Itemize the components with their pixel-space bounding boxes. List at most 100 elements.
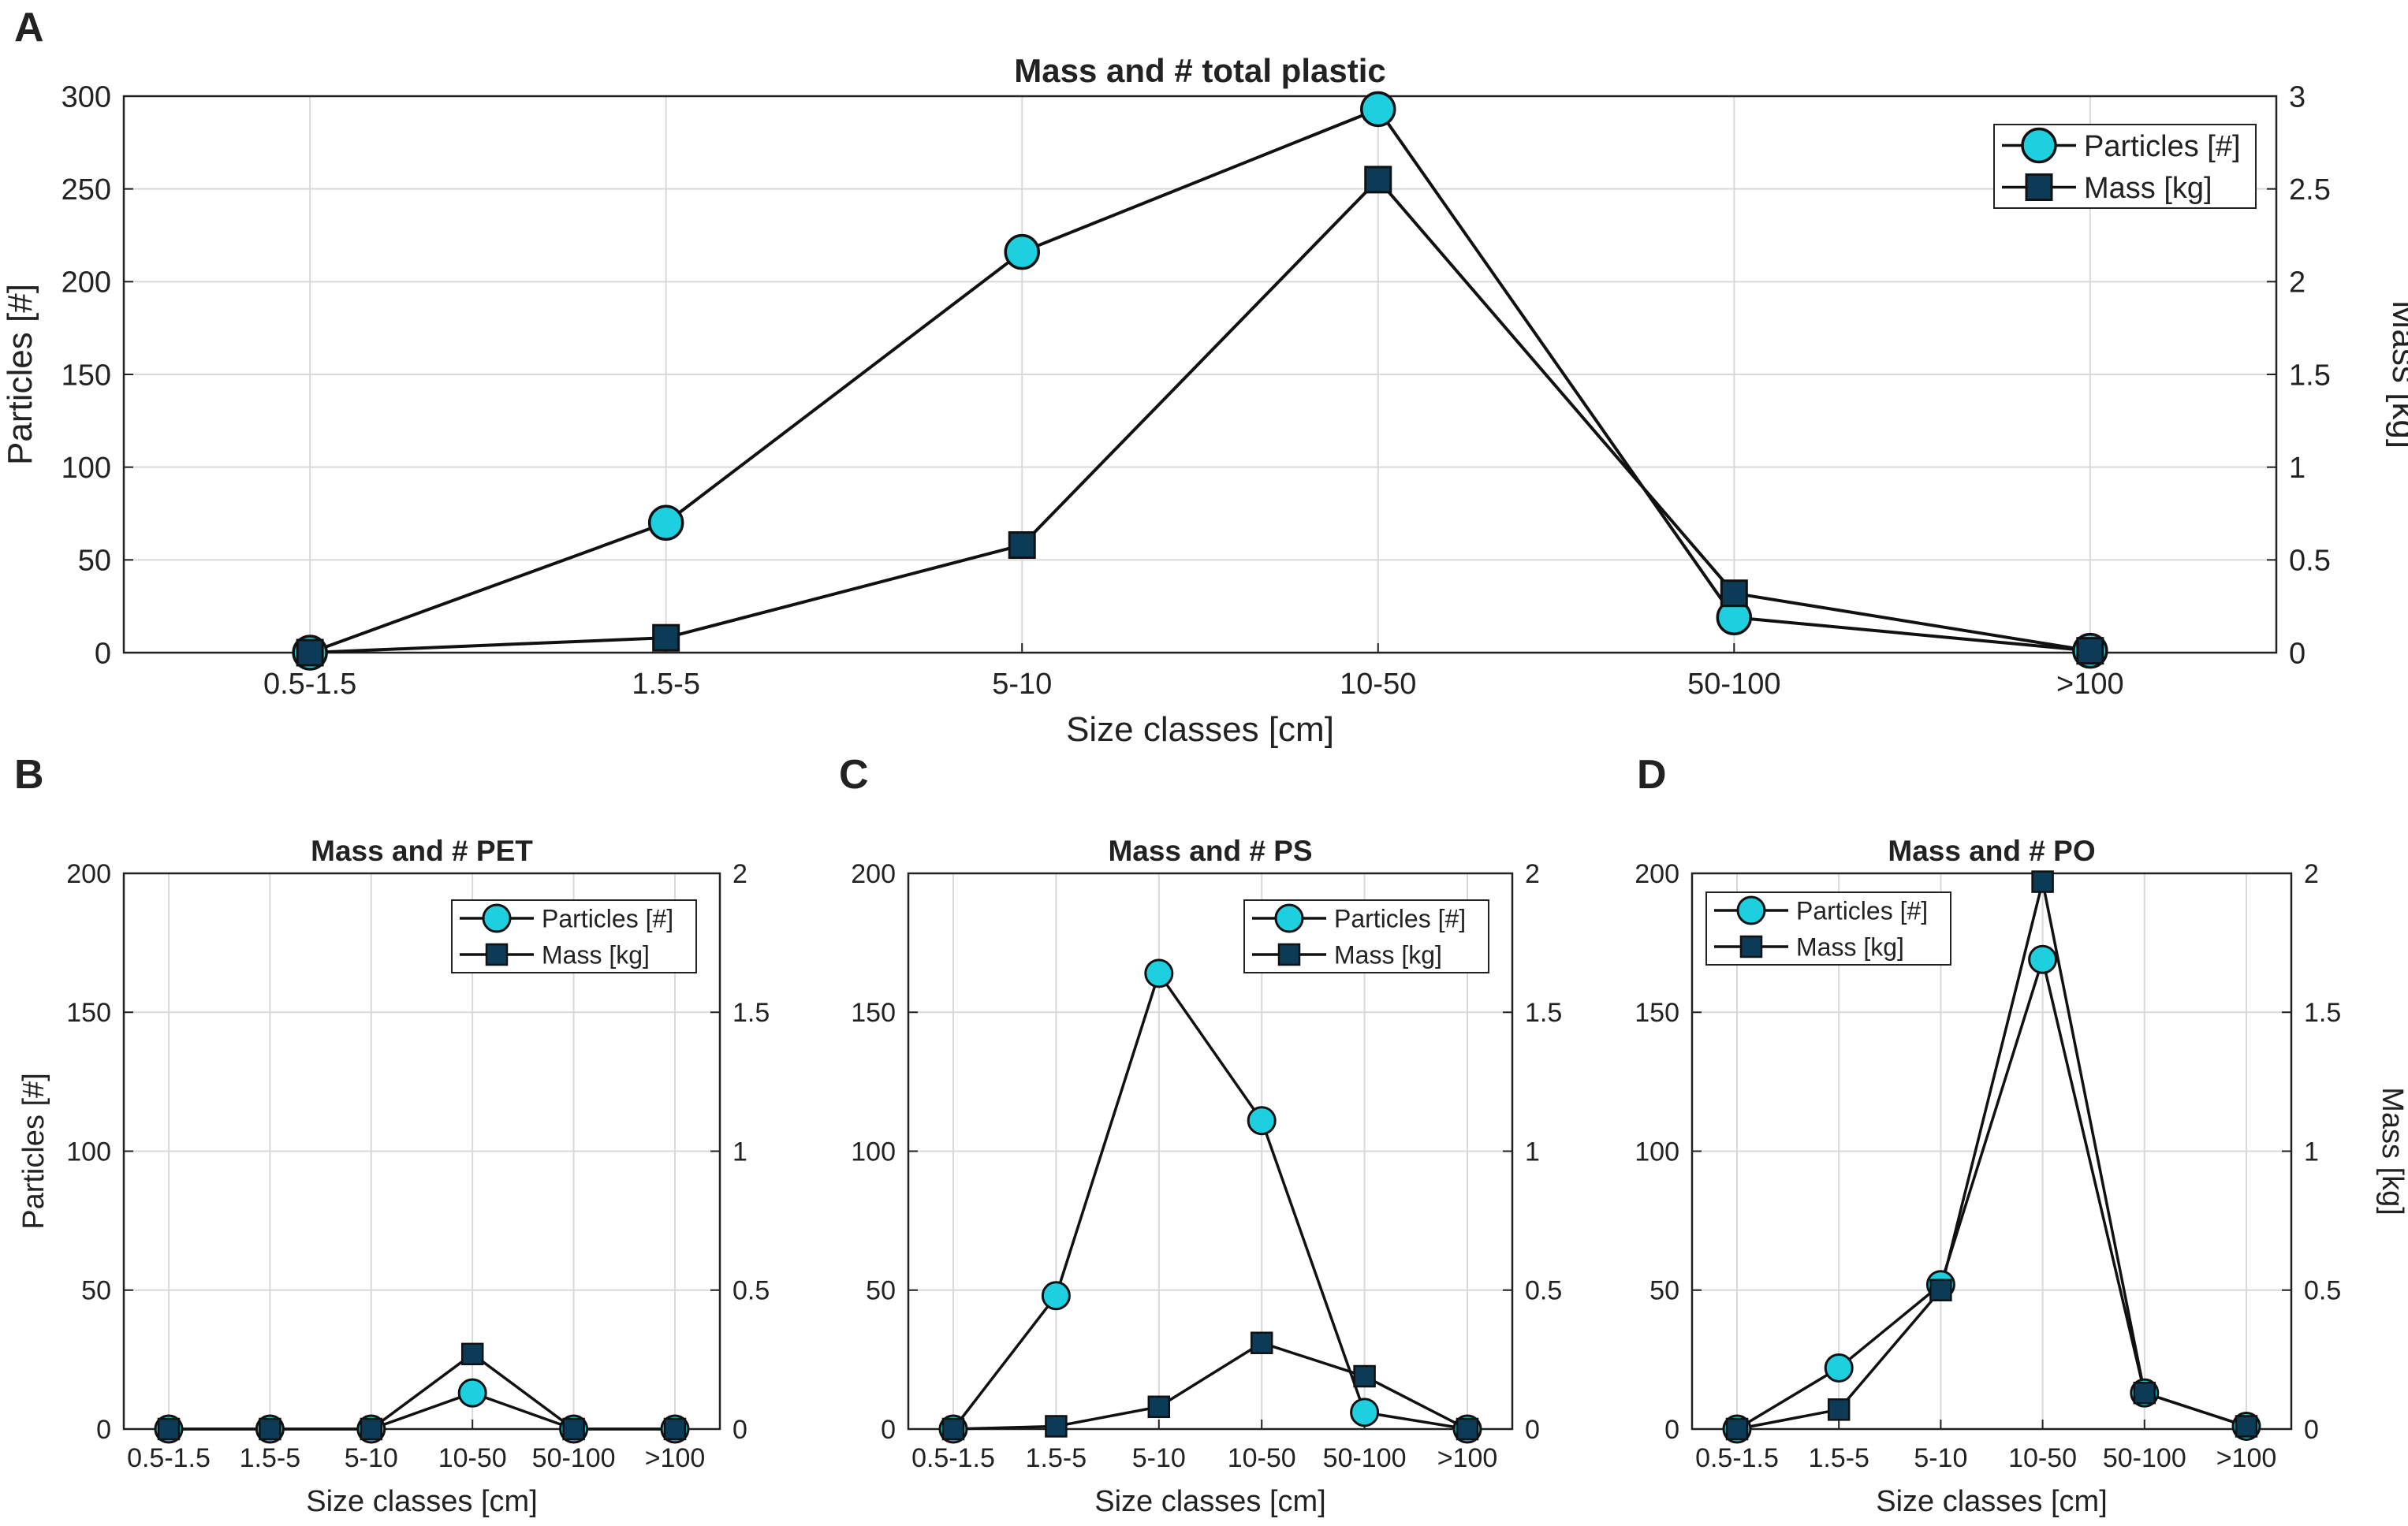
- tick-label-left: 0: [881, 1415, 896, 1445]
- tick-label-right: 3: [2289, 80, 2305, 114]
- tick-label-right: 1: [732, 1137, 747, 1167]
- mass-point: [157, 1417, 181, 1441]
- tick-label-right: 0.5: [732, 1276, 770, 1306]
- tick-label-right: 2.5: [2289, 173, 2331, 207]
- panel-letter: C: [839, 752, 869, 798]
- tick-label-x: 1.5-5: [1808, 1443, 1869, 1473]
- panel-c: C 0 50 100 150 200 0 0.5 1 1.5 2 0.5-1.5 1.5-5 5-10 10…: [839, 752, 1562, 1518]
- tick-label-left: 150: [66, 998, 111, 1028]
- tick-label-x: 5-10: [992, 668, 1052, 701]
- tick-label-x: 1.5-5: [240, 1443, 301, 1473]
- tick-label-x: 10-50: [1228, 1443, 1296, 1473]
- mass-point: [1364, 166, 1392, 194]
- tick-label-right: 0: [2289, 637, 2305, 670]
- tick-label-left: 100: [851, 1137, 896, 1167]
- tick-label-left: 50: [1649, 1276, 1679, 1306]
- legend-label: Particles [#]: [2084, 130, 2241, 163]
- legend: Particles [#] Mass [kg]: [451, 899, 697, 973]
- y-axis-label-right: Mass [kg]: [2385, 300, 2408, 448]
- chart-title: Mass and # PS: [1108, 835, 1312, 867]
- legend-label: Particles [#]: [1796, 897, 1928, 925]
- tick-label-right: 1: [1525, 1137, 1540, 1167]
- particles-point: [1144, 958, 1174, 988]
- tick-label-x: 5-10: [345, 1443, 398, 1473]
- legend-mass-marker: [1739, 935, 1763, 958]
- tick-label-right: 0.5: [2289, 545, 2331, 578]
- legend-label: Mass [kg]: [1796, 933, 1904, 962]
- mass-series-line: [952, 1341, 1468, 1431]
- legend-particles-marker: [1274, 903, 1304, 933]
- tick-label-x: >100: [645, 1443, 706, 1473]
- panel-letter: D: [1637, 752, 1667, 798]
- tick-label-left: 50: [78, 545, 111, 578]
- tick-label-right: 1: [2304, 1137, 2319, 1167]
- tick-label-left: 0: [96, 1415, 111, 1445]
- legend-particles-marker: [1736, 895, 1766, 925]
- tick-label-x: 0.5-1.5: [911, 1443, 995, 1473]
- x-axis-label: Size classes [cm]: [1066, 710, 1334, 749]
- tick-label-x: 5-10: [1132, 1443, 1186, 1473]
- mass-point: [1353, 1364, 1376, 1388]
- particles-point: [1247, 1106, 1277, 1136]
- chart-title: Mass and # PET: [311, 835, 533, 867]
- tick-label-x: >100: [2216, 1443, 2277, 1473]
- tick-label-x: >100: [1437, 1443, 1498, 1473]
- mass-point: [2031, 870, 2054, 893]
- tick-label-x: >100: [2056, 668, 2124, 701]
- legend: Particles [#] Mass [kg]: [1993, 124, 2257, 209]
- mass-point: [1045, 1415, 1068, 1438]
- tick-label-right: 2: [2304, 859, 2319, 889]
- mass-point: [652, 623, 680, 652]
- tick-label-x: 50-100: [2103, 1443, 2186, 1473]
- panel-b: B 0 50 100 150 200 0 0.5 1 1.5 2 0.5-1.5 1.5-5 5-10 10…: [14, 752, 770, 1518]
- tick-label-left: 50: [81, 1276, 111, 1306]
- tick-label-right: 2: [2289, 266, 2305, 300]
- tick-label-left: 100: [1635, 1137, 1679, 1167]
- mass-point: [259, 1417, 281, 1441]
- tick-label-left: 300: [62, 80, 111, 114]
- legend-label: Mass [kg]: [1334, 941, 1442, 970]
- panel-letter: B: [14, 752, 44, 798]
- tick-label-x: 0.5-1.5: [1695, 1443, 1779, 1473]
- mass-point: [2133, 1381, 2156, 1405]
- x-axis-label: Size classes [cm]: [1876, 1485, 2108, 1518]
- panel-d: D 0 50 100 150 200 0 0.5 1 1.5 2 0.5-1.5 1.5-5 5-10 10…: [1635, 752, 2408, 1518]
- mass-point: [1929, 1278, 1952, 1301]
- particles-point: [1824, 1353, 1854, 1383]
- tick-label-left: 150: [62, 359, 111, 392]
- tick-label-left: 100: [62, 452, 111, 485]
- legend-particles-marker: [482, 903, 512, 933]
- tick-label-left: 0: [1664, 1415, 1679, 1445]
- tick-label-x: 1.5-5: [1026, 1443, 1087, 1473]
- y-axis-label-left: Particles [#]: [17, 1073, 50, 1230]
- particles-point: [1350, 1398, 1380, 1427]
- particles-point: [1360, 91, 1396, 128]
- tick-label-right: 0: [732, 1415, 747, 1445]
- mass-point: [2076, 637, 2104, 665]
- mass-point: [296, 638, 324, 667]
- tick-label-right: 1.5: [1525, 998, 1562, 1028]
- tick-label-left: 200: [66, 859, 111, 889]
- y-axis-label-right: Mass [kg]: [2376, 1087, 2408, 1215]
- tick-label-left: 250: [62, 173, 111, 207]
- tick-label-x: 0.5-1.5: [127, 1443, 211, 1473]
- tick-label-right: 1: [2289, 452, 2305, 485]
- tick-label-x: 1.5-5: [632, 668, 700, 701]
- mass-series-line: [169, 1353, 675, 1431]
- tick-label-x: 10-50: [438, 1443, 507, 1473]
- tick-label-x: 5-10: [1914, 1443, 1967, 1473]
- legend-mass-marker: [485, 943, 509, 966]
- legend-label: Mass [kg]: [542, 941, 650, 970]
- legend: Particles [#] Mass [kg]: [1243, 899, 1489, 973]
- mass-point: [360, 1417, 383, 1441]
- legend-particles-marker: [2021, 127, 2057, 164]
- tick-label-x: 50-100: [532, 1443, 616, 1473]
- tick-label-right: 1.5: [732, 998, 770, 1028]
- particles-point: [2028, 944, 2058, 974]
- y-axis-label-left: Particles [#]: [1, 284, 39, 465]
- mass-point: [1720, 579, 1748, 608]
- particles-point: [647, 504, 684, 542]
- x-axis-label: Size classes [cm]: [1094, 1485, 1326, 1518]
- legend-label: Particles [#]: [542, 905, 673, 933]
